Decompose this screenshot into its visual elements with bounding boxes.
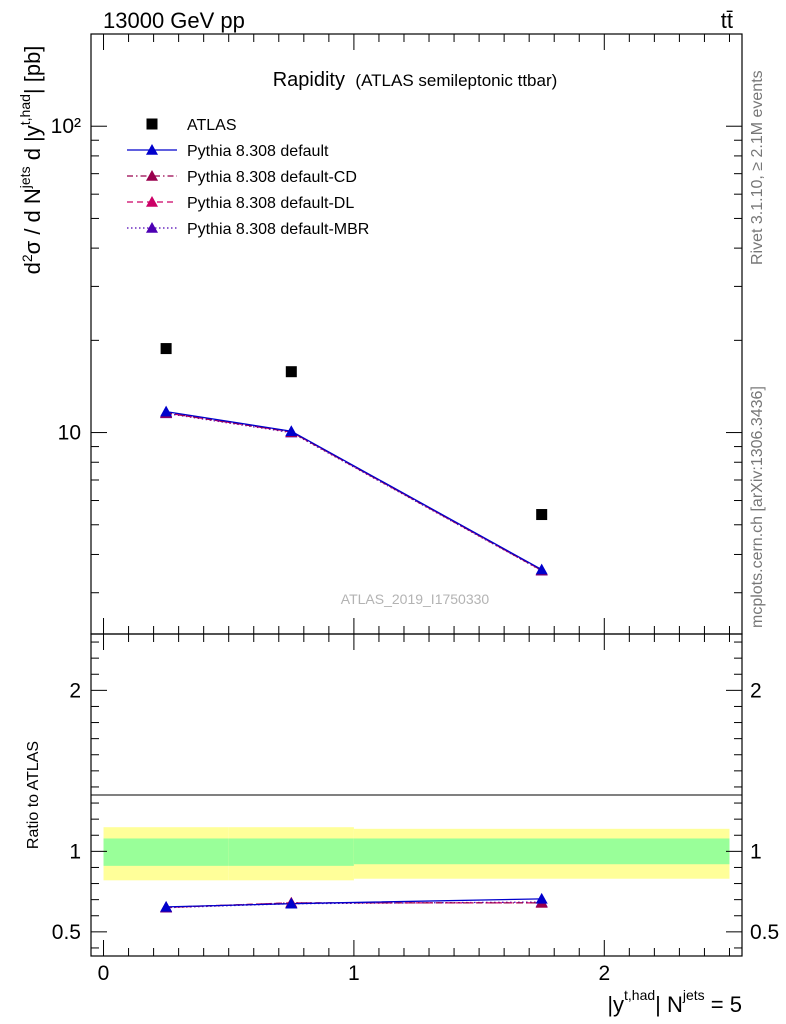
main-series-point <box>535 563 548 575</box>
header-right: tt̄ <box>721 8 733 33</box>
main-y-tick-label: 10 <box>58 422 81 445</box>
legend-label: Pythia 8.308 default-MBR <box>187 221 369 238</box>
main-series-layer <box>160 343 548 576</box>
main-axis-ticks <box>91 33 742 634</box>
legend-marker-triangle <box>146 222 158 233</box>
legend-marker-triangle <box>146 196 158 207</box>
ratio-y-tick-label-right: 0.5 <box>750 921 779 944</box>
main-title: Rapidity (ATLAS semileptonic ttbar) <box>273 69 558 91</box>
ratio-plot-frame <box>90 633 743 957</box>
ratio-series-point <box>160 900 173 912</box>
main-series-line <box>166 411 543 571</box>
main-atlas-point <box>160 343 172 355</box>
main-y-axis-label: d2σ / d Njets d |yt,had| [pb] <box>17 46 45 275</box>
ratio-inner-band <box>228 838 354 866</box>
main-series-line <box>166 412 543 572</box>
ratio-y-tick-label-left: 2 <box>69 679 81 702</box>
ratio-inner-band <box>103 838 229 866</box>
x-tick-label: 2 <box>598 962 610 985</box>
x-tick-label: 0 <box>98 962 110 985</box>
rivet-version-label: Rivet 3.1.10, ≥ 2.1M events <box>749 70 766 265</box>
ratio-tick-labels: 0.5 0.5 1 1 2 2 0 1 2 <box>52 679 779 985</box>
ratio-axis-ticks <box>91 634 742 956</box>
ratio-series-point <box>285 897 298 909</box>
ratio-y-axis-label: Ratio to ATLAS <box>25 741 42 849</box>
legend-label: Pythia 8.308 default-CD <box>187 169 357 186</box>
ratio-y-tick-label-right: 1 <box>750 840 762 863</box>
legend-entry: ATLAS <box>146 117 237 134</box>
main-atlas-point <box>285 366 297 378</box>
watermark: ATLAS_2019_I1750330 <box>341 591 490 607</box>
ratio-series-layer <box>160 892 548 913</box>
main-series-point <box>285 425 298 437</box>
ratio-plot: 0.5 0.5 1 1 2 2 0 1 2 <box>52 633 779 985</box>
legend-entry: Pythia 8.308 default-DL <box>127 195 354 212</box>
main-tick-labels: 10 10² <box>51 115 81 444</box>
main-atlas-point <box>536 509 548 521</box>
ratio-y-tick-label-right: 2 <box>750 679 762 702</box>
legend-marker-triangle <box>146 144 158 155</box>
x-axis-label: |yt,had| Njets = 5 <box>607 987 742 1017</box>
x-tick-label: 1 <box>348 962 360 985</box>
legend: ATLAS Pythia 8.308 default Pythia 8.308 de… <box>127 117 369 238</box>
legend-entry: Pythia 8.308 default <box>127 143 329 160</box>
ratio-y-tick-label-left: 1 <box>69 840 81 863</box>
ratio-inner-band <box>353 838 730 865</box>
legend-marker-triangle <box>146 170 158 181</box>
header-left: 13000 GeV pp <box>103 8 245 33</box>
legend-entry: Pythia 8.308 default-MBR <box>127 221 369 238</box>
legend-entry: Pythia 8.308 default-CD <box>127 169 357 186</box>
ratio-series-line <box>166 898 542 908</box>
legend-label: ATLAS <box>187 117 237 134</box>
ratio-series-point <box>535 892 548 904</box>
ratio-uncertainty-bands <box>103 827 730 881</box>
legend-label: Pythia 8.308 default-DL <box>187 195 354 212</box>
legend-marker-square <box>146 118 158 130</box>
main-series-point <box>160 405 173 417</box>
main-series-line <box>166 412 543 571</box>
legend-label: Pythia 8.308 default <box>187 143 329 160</box>
mcplots-label: mcplots.cern.ch [arXiv:1306.3436] <box>749 386 766 628</box>
main-series-line <box>166 412 543 571</box>
ratio-y-tick-label-left: 0.5 <box>52 921 81 944</box>
main-y-tick-label: 10² <box>51 115 81 138</box>
